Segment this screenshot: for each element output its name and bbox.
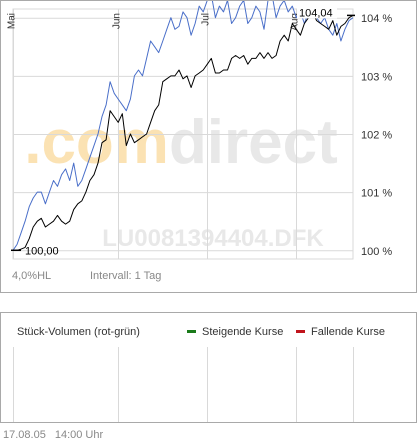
interval-label: Intervall: 1 Tag — [90, 270, 162, 282]
y-tick-label: 101 % — [361, 188, 392, 200]
y-tick-label: 104 % — [361, 13, 392, 25]
legend-falling-label: Fallende Kurse — [311, 326, 385, 338]
month-label: Jun — [112, 13, 123, 29]
series-line-fund_line — [13, 11, 354, 251]
watermark-isin: LU0081394404.DFK — [102, 225, 324, 252]
legend-rising: Steigende Kurse — [187, 326, 283, 338]
y-tick-label: 100 % — [361, 246, 392, 258]
value-labels: 100,00 104,04 — [11, 6, 355, 257]
timestamp-date: 17.08.05 — [3, 429, 46, 441]
price-chart: .comdirect LU0081394404.DFK 100 %101 %10… — [7, 1, 392, 260]
x-axis-months: Mai Jun Jul Aug — [7, 13, 301, 31]
legend-rising-label: Steigende Kurse — [202, 326, 284, 338]
volume-title: Stück-Volumen (rot-grün) — [17, 326, 140, 338]
y-tick-label: 103 % — [361, 71, 392, 83]
volume-chart-panel: Stück-Volumen (rot-grün) Steigende Kurse… — [0, 312, 417, 423]
volume-chart-grid — [13, 347, 354, 422]
grid — [12, 8, 354, 260]
start-value-label: 100,00 — [25, 245, 59, 257]
end-label-background — [297, 6, 337, 19]
watermark-brand: .comdirect — [24, 108, 338, 177]
watermark: .comdirect LU0081394404.DFK — [24, 108, 338, 252]
month-label: Aug — [290, 13, 301, 31]
month-label: Jul — [201, 13, 212, 26]
price-chart-panel: .comdirect LU0081394404.DFK 100 % 101 % 10… — [0, 0, 417, 293]
timestamp-time: 14:00 Uhr — [54, 429, 104, 441]
watermark-brand-suffix: direct — [169, 108, 338, 177]
series — [12, 1, 354, 251]
y-axis-ticks: 100 % 101 % 102 % 103 % 104 % — [361, 13, 392, 258]
rising-swatch-icon — [187, 329, 196, 333]
y-tick-label: 102 % — [361, 130, 392, 142]
falling-swatch-icon — [296, 329, 305, 333]
timestamp: 17.08.05 14:00 Uhr — [3, 429, 112, 441]
watermark-brand-prefix: .com — [24, 108, 169, 177]
hl-range-label: 4,0%HL — [12, 270, 52, 282]
month-label: Mai — [7, 13, 18, 29]
end-value-label: 104,04 — [299, 7, 333, 19]
legend-falling: Fallende Kurse — [296, 326, 385, 338]
series-line-benchmark_line — [12, 1, 354, 251]
